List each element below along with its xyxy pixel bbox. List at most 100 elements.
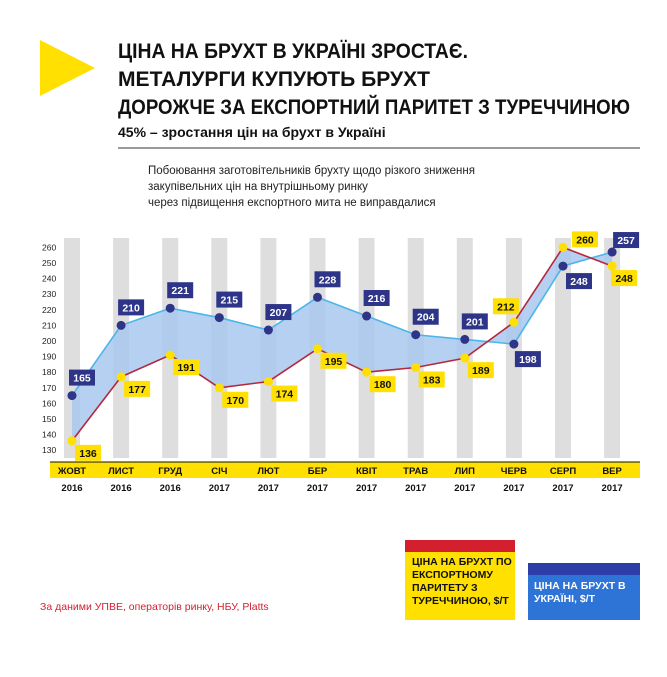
value-label: 201 (466, 316, 484, 328)
value-label-box (492, 298, 519, 315)
y-tick-label: 260 (42, 242, 56, 252)
point (263, 377, 273, 387)
point (67, 391, 77, 401)
point (165, 303, 175, 313)
value-label: 198 (519, 354, 537, 366)
legend-label: ЦІНА НА БРУХТ В УКРАЇНІ, $/Т (534, 580, 626, 605)
point (411, 363, 421, 373)
legend-box (528, 575, 640, 620)
value-label-box (369, 376, 396, 393)
y-tick-label: 190 (42, 352, 56, 362)
value-label-box (514, 351, 541, 368)
point (558, 261, 568, 271)
y-tick-label: 200 (42, 336, 56, 346)
value-label-box (271, 385, 298, 402)
point (116, 372, 126, 382)
legend-stripe (405, 540, 515, 552)
value-label-box (314, 271, 341, 288)
value-label: 207 (270, 307, 288, 319)
y-tick-label: 180 (42, 367, 56, 377)
value-label: 191 (177, 362, 195, 374)
point (313, 344, 322, 354)
value-label: 165 (73, 373, 91, 385)
value-label: 210 (122, 302, 140, 314)
x-tick-label: СІЧ (211, 466, 228, 477)
series-line (71, 251, 613, 397)
column-band (604, 238, 621, 458)
y-tick-label: 230 (42, 289, 56, 299)
x-tick-label: ЧЕРВ (501, 466, 527, 477)
point (558, 242, 568, 252)
value-label-box (75, 444, 101, 461)
x-tick-year: 2017 (307, 483, 328, 494)
x-tick-label: ТРАВ (403, 466, 428, 477)
value-label-box (118, 299, 145, 316)
source: За даними УПВЕ, операторів ринку, НБУ, P… (40, 601, 269, 613)
y-tick-label: 140 (42, 430, 56, 440)
x-tick-label: СЕРП (550, 466, 577, 477)
x-tick-year: 2017 (454, 483, 475, 494)
legend-stripe (528, 563, 640, 575)
value-label-box (613, 232, 640, 249)
value-label: 170 (227, 395, 245, 407)
x-tick-label: БЕР (308, 466, 328, 477)
value-label-box (363, 290, 390, 307)
x-tick-year: 2017 (209, 483, 230, 494)
value-label-box (265, 304, 292, 321)
value-label-box (167, 282, 194, 299)
value-label-box (572, 231, 598, 248)
logo-triangle (40, 40, 95, 96)
legend-label: ЦІНА НА БРУХТ ПО ЕКСПОРТНОМУ ПАРИТЕТУ З … (412, 556, 512, 607)
x-tick-year: 2016 (160, 483, 181, 494)
point (165, 350, 175, 360)
point (362, 367, 372, 377)
title-line: ЦІНА НА БРУХТ В УКРАЇНІ ЗРОСТАЄ. (118, 40, 468, 63)
x-tick-year: 2016 (111, 483, 132, 494)
value-label-box (461, 313, 488, 330)
value-label: 216 (368, 293, 386, 305)
value-label-box (173, 359, 200, 376)
column-band (555, 238, 571, 458)
value-label: 174 (276, 389, 294, 401)
value-label-box (320, 352, 347, 369)
y-tick-label: 130 (42, 445, 56, 455)
y-tick-label: 170 (42, 383, 56, 393)
x-tick-label: ЖОВТ (57, 466, 86, 477)
value-label: 136 (79, 448, 97, 460)
y-tick-label: 160 (42, 398, 56, 408)
point (509, 339, 519, 349)
value-label-box (412, 308, 439, 325)
x-tick-label: ВЕР (602, 466, 622, 477)
title-line: МЕТАЛУРГИ КУПУЮТЬ БРУХТ (118, 68, 430, 91)
point (460, 353, 470, 363)
point (607, 261, 617, 271)
x-tick-year: 2017 (602, 483, 623, 494)
value-label: 228 (319, 274, 337, 286)
description-line: через підвищення експортного мита не вип… (148, 197, 436, 209)
value-label: 180 (374, 379, 392, 391)
title-line: ДОРОЖЧЕ ЗА ЕКСПОРТНИЙ ПАРИТЕТ З ТУРЕЧЧИН… (118, 95, 630, 119)
y-tick-label: 240 (42, 274, 56, 284)
value-label-box (216, 291, 243, 308)
point (116, 320, 126, 330)
value-label-box (222, 391, 249, 408)
value-label-box (124, 380, 151, 397)
x-tick-year: 2017 (356, 483, 377, 494)
x-tick-year: 2017 (503, 483, 524, 494)
description-line: закупівельних цін на внутрішньому ринку (148, 181, 368, 193)
x-tick-label: ЛИСТ (108, 466, 134, 477)
legend-box (405, 552, 515, 620)
description-line: Побоювання заготовітельників брухту щодо… (148, 165, 475, 177)
point (214, 383, 224, 393)
value-label: 260 (576, 234, 594, 246)
value-label: 177 (128, 384, 146, 396)
point (263, 325, 273, 335)
y-tick-label: 210 (42, 320, 56, 330)
value-label: 215 (221, 295, 239, 307)
value-label: 183 (423, 375, 441, 387)
point (411, 330, 421, 340)
value-label-box (69, 369, 95, 386)
point (313, 292, 322, 302)
value-label: 212 (497, 301, 515, 313)
